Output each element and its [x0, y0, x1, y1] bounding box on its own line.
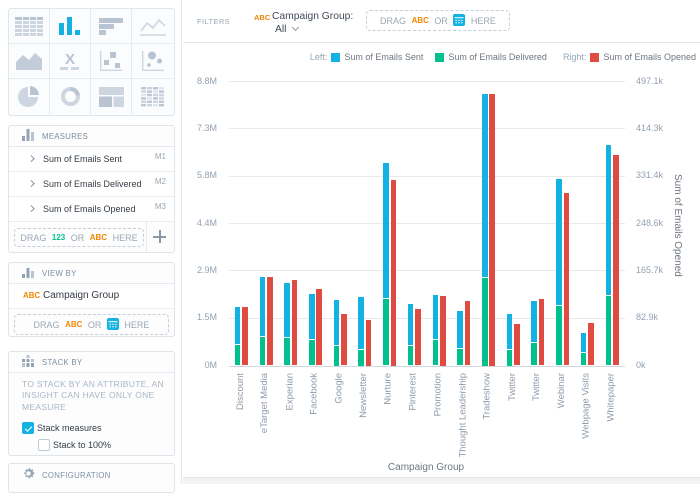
svg-text:X: X — [65, 52, 75, 68]
